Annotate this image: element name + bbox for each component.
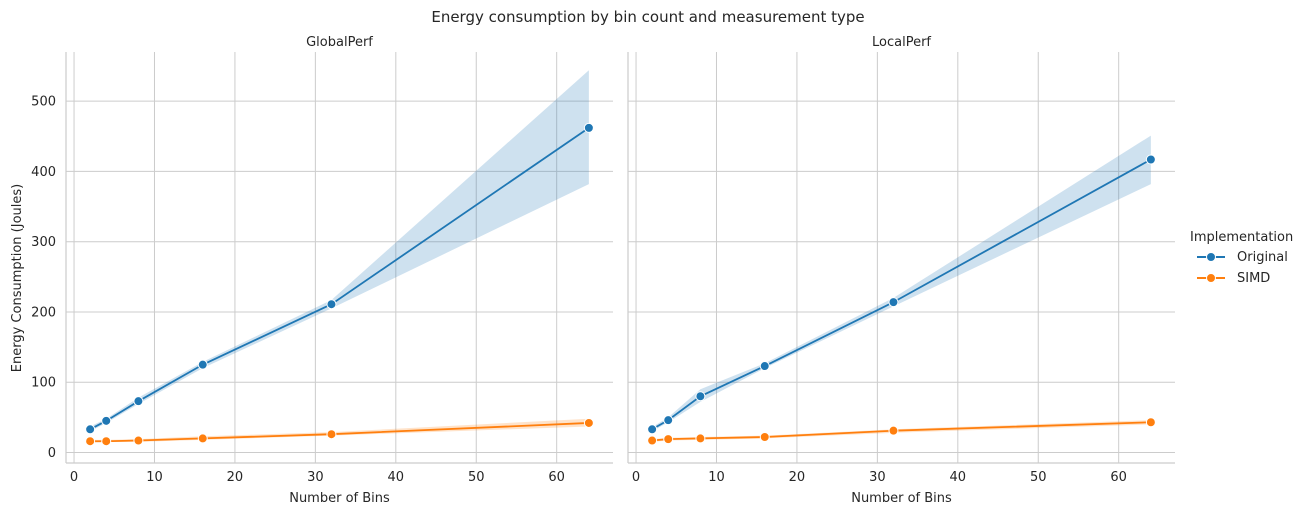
globalperf-original-point — [133, 396, 144, 407]
globalperf-y-tick-label: 200 — [31, 305, 56, 320]
localperf-simd-point — [647, 435, 658, 446]
localperf-simd-point — [888, 425, 899, 436]
globalperf-x-tick-label: 30 — [307, 470, 324, 485]
localperf-original-point — [888, 297, 899, 308]
globalperf-original-point — [326, 299, 337, 310]
globalperf-original-confidence-band — [90, 70, 589, 432]
localperf-original-confidence-band — [652, 135, 1151, 432]
figure-title: Energy consumption by bin count and meas… — [431, 8, 864, 26]
globalperf-x-tick-label: 50 — [468, 470, 485, 485]
globalperf-original-point — [101, 415, 112, 426]
globalperf-y-tick-label: 500 — [31, 95, 56, 110]
legend-item-simd: SIMD — [1197, 271, 1270, 286]
localperf-x-tick-label: 20 — [789, 470, 806, 485]
globalperf-simd-point — [197, 433, 208, 444]
localperf-x-tick-label: 30 — [869, 470, 886, 485]
localperf-original-point — [759, 361, 770, 372]
globalperf-x-tick-label: 60 — [548, 470, 565, 485]
localperf-original-point — [695, 391, 706, 402]
globalperf-simd-point — [326, 429, 337, 440]
localperf-x-axis-label: Number of Bins — [851, 491, 952, 506]
globalperf-simd-point — [101, 436, 112, 447]
localperf-x-tick-label: 0 — [632, 470, 640, 485]
localperf-simd-point — [695, 433, 706, 444]
globalperf-simd-point — [133, 435, 144, 446]
globalperf-title: GlobalPerf — [306, 35, 373, 50]
globalperf-x-tick-label: 40 — [388, 470, 405, 485]
localperf-title: LocalPerf — [872, 35, 931, 50]
globalperf-x-axis-label: Number of Bins — [289, 491, 390, 506]
legend-item-original: Original — [1197, 250, 1288, 265]
globalperf-y-tick-label: 100 — [31, 376, 56, 391]
localperf-original-point — [663, 415, 674, 426]
globalperf-y-tick-label: 300 — [31, 235, 56, 250]
legend-title: Implementation — [1190, 230, 1293, 245]
localperf-x-tick-label: 50 — [1030, 470, 1047, 485]
globalperf-simd-confidence-band — [90, 418, 589, 443]
localperf-x-tick-label: 40 — [950, 470, 967, 485]
globalperf-y-tick-label: 0 — [48, 446, 56, 461]
localperf-simd-point — [1145, 417, 1156, 428]
localperf-simd-point — [663, 434, 674, 445]
localperf-simd-point — [759, 432, 770, 443]
globalperf-original-point — [197, 359, 208, 370]
localperf-original-point — [1145, 154, 1156, 165]
globalperf-x-tick-label: 20 — [227, 470, 244, 485]
legend-marker-simd — [1206, 273, 1216, 283]
localperf-x-tick-label: 10 — [708, 470, 725, 485]
legend-label-simd: SIMD — [1237, 271, 1270, 286]
y-axis-label: Energy Consumption (Joules) — [10, 184, 25, 372]
panel-localperf: 0 10 20 30 40 50 60 LocalPerf Number of Bins — [627, 35, 1175, 506]
legend: Implementation Original SIMD — [1190, 230, 1293, 286]
globalperf-x-tick-label: 0 — [70, 470, 78, 485]
globalperf-simd-point — [583, 417, 594, 428]
localperf-x-tick-label: 60 — [1110, 470, 1127, 485]
legend-label-original: Original — [1237, 250, 1288, 265]
legend-marker-original — [1206, 252, 1216, 262]
globalperf-x-tick-label: 10 — [146, 470, 163, 485]
globalperf-original-point — [85, 424, 96, 435]
globalperf-y-tick-label: 400 — [31, 165, 56, 180]
globalperf-original-point — [583, 122, 594, 133]
panel-globalperf: 0 10 20 30 40 50 60 0 100 200 300 400 500 GlobalPerf N… — [31, 35, 613, 506]
globalperf-simd-point — [85, 436, 96, 447]
localperf-original-point — [647, 424, 658, 435]
